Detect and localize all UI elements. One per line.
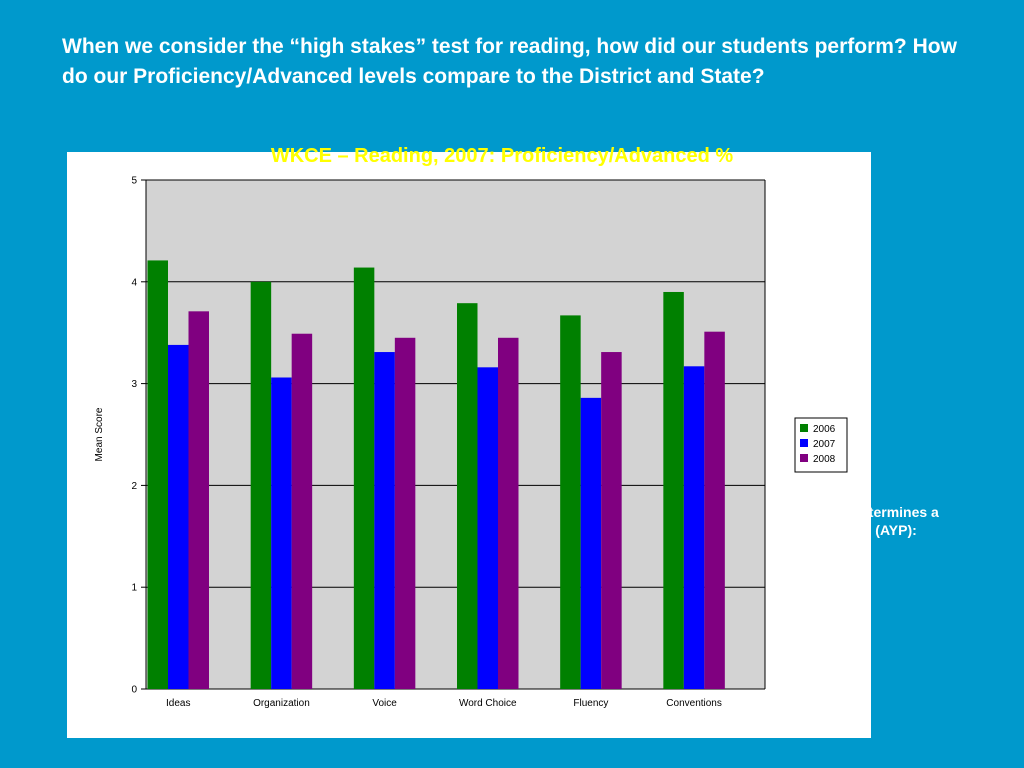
grade-3-suffix: rd <box>777 619 787 629</box>
y-tick-label: 4 <box>131 277 137 288</box>
bar-2007-ideas <box>168 344 189 689</box>
bar-2008-word-choice <box>498 337 519 689</box>
plot-area <box>146 180 765 689</box>
x-tick-label: Voice <box>372 698 397 709</box>
ayp-criteria-text: Criteria that determines a school’s stat… <box>770 504 939 538</box>
bar-2006-ideas <box>147 260 168 689</box>
grade-4-result: 4th - 84.6% <box>770 646 838 668</box>
bar-2007-word-choice <box>477 367 498 689</box>
bar-2007-voice <box>374 352 395 689</box>
bar-2008-organization <box>291 333 313 689</box>
bar-2008-ideas <box>188 311 209 689</box>
y-tick-label: 2 <box>131 481 137 492</box>
x-tick-label: Fluency <box>573 698 608 709</box>
grade-3-value: - 91.8% <box>786 619 839 636</box>
bar-2006-voice <box>353 267 375 689</box>
grade-4-value: - 84.6% <box>786 650 839 667</box>
legend-swatch-2008 <box>800 454 808 462</box>
legend-label-2008: 2008 <box>813 454 836 465</box>
slide-title: When we consider the “high stakes” test … <box>62 35 957 88</box>
y-tick-label: 3 <box>131 379 137 390</box>
grade-4-number: 4 <box>770 650 778 667</box>
y-axis-label: Mean Score <box>94 407 105 461</box>
chart-title: WKCE – Reading, 2007: Proficiency/Advanc… <box>270 145 734 167</box>
bar-2006-fluency <box>560 315 581 689</box>
bar-2007-fluency <box>580 397 602 689</box>
bar-2006-conventions <box>663 291 684 689</box>
y-tick-label: 1 <box>131 583 137 594</box>
y-tick-label: 5 <box>131 176 137 187</box>
reading-target-text: Reading – 74% <box>770 555 869 571</box>
x-tick-label: Word Choice <box>459 698 517 709</box>
grade-5-value: - 97.7% <box>786 681 839 698</box>
grade-4-suffix: th <box>777 650 787 660</box>
y-tick-label: 0 <box>131 685 137 696</box>
grade-3-result: 3rd - 91.8% <box>770 615 839 637</box>
grade-5-suffix: th <box>777 681 787 691</box>
legend-label-2007: 2007 <box>813 439 836 450</box>
bar-2006-organization <box>250 281 272 689</box>
bar-2008-voice <box>394 337 416 689</box>
legend-label-2006: 2006 <box>813 424 836 435</box>
bar-2008-fluency <box>601 352 622 689</box>
x-tick-label: Conventions <box>666 698 722 709</box>
bar-2007-conventions <box>683 366 705 689</box>
legend-swatch-2007 <box>800 439 808 447</box>
legend-swatch-2006 <box>800 424 808 432</box>
x-tick-label: Organization <box>253 698 310 709</box>
bar-2008-conventions <box>704 331 725 689</box>
grade-5-result: 5th - 97.7% <box>770 677 838 699</box>
bar-2006-word-choice <box>457 303 478 689</box>
bar-2007-organization <box>271 377 292 689</box>
grade-5-number: 5 <box>770 681 778 698</box>
x-tick-label: Ideas <box>166 698 190 709</box>
grade-3-number: 3 <box>770 619 778 636</box>
